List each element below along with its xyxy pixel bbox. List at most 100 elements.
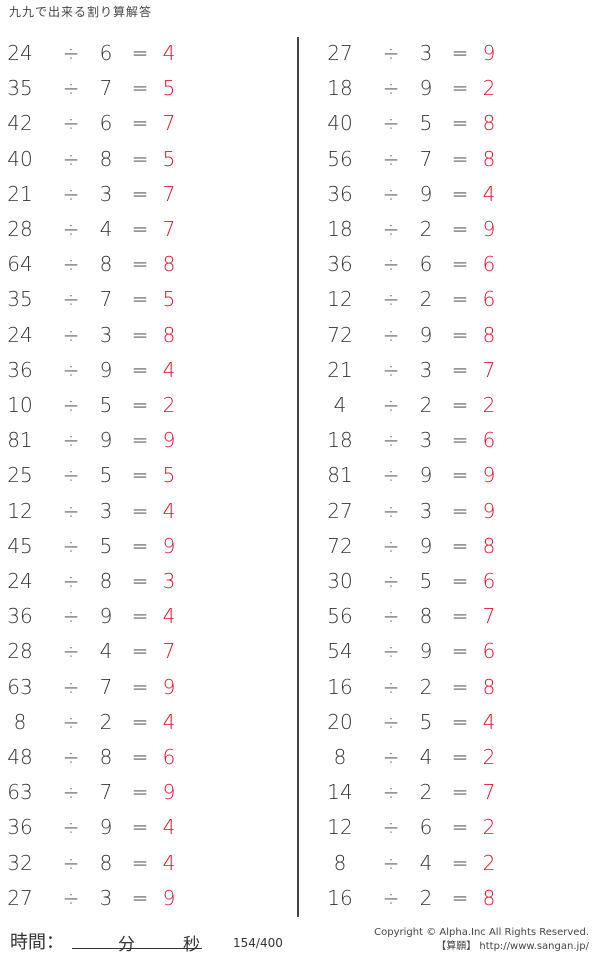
divide-sign: ÷ [62, 463, 80, 488]
answer: 2 [162, 393, 176, 417]
divisor: 2 [419, 885, 433, 910]
problem-row: 81 ÷ 9 = 9 [7, 423, 210, 458]
equals-sign: = [131, 885, 149, 910]
divide-sign: ÷ [382, 850, 400, 875]
answer: 8 [162, 322, 176, 347]
divide-sign: ÷ [382, 639, 400, 664]
dividend: 28 [7, 217, 33, 241]
answer: 3 [162, 569, 176, 593]
problem-row: 12 ÷ 2 = 6 [327, 282, 530, 317]
dividend: 28 [7, 639, 33, 664]
divisor: 3 [419, 357, 433, 382]
answer: 4 [482, 181, 496, 206]
divide-sign: ÷ [382, 393, 400, 417]
divide-sign: ÷ [62, 745, 80, 769]
answer: 6 [482, 252, 496, 277]
divide-sign: ÷ [382, 498, 400, 523]
equals-sign: = [131, 428, 149, 453]
problem-row: 8 ÷ 4 = 2 [330, 740, 530, 775]
problem-row: 32 ÷ 8 = 4 [7, 846, 210, 881]
divide-sign: ÷ [62, 639, 80, 664]
dividend: 30 [327, 569, 353, 593]
dividend: 12 [327, 815, 353, 840]
answer: 2 [482, 393, 496, 417]
divide-sign: ÷ [62, 885, 80, 910]
equals-sign: = [451, 815, 469, 840]
answer: 8 [482, 533, 496, 558]
answer: 9 [162, 533, 176, 558]
divide-sign: ÷ [62, 674, 80, 699]
problem-row: 36 ÷ 6 = 6 [327, 247, 530, 282]
answer: 9 [482, 217, 496, 241]
problem-row: 4 ÷ 2 = 2 [330, 388, 530, 423]
dividend: 81 [327, 463, 353, 488]
answer: 4 [162, 41, 176, 65]
equals-sign: = [131, 533, 149, 558]
divisor: 5 [99, 463, 113, 488]
equals-sign: = [131, 41, 149, 65]
answer: 8 [482, 674, 496, 699]
answer: 4 [162, 498, 176, 523]
problem-row: 64 ÷ 8 = 8 [7, 247, 210, 282]
equals-sign: = [131, 181, 149, 206]
equals-sign: = [451, 674, 469, 699]
answer: 7 [162, 111, 176, 136]
divisor: 2 [419, 780, 433, 805]
dividend: 40 [327, 111, 353, 136]
dividend: 21 [327, 357, 353, 382]
divide-sign: ÷ [62, 533, 80, 558]
equals-sign: = [451, 76, 469, 101]
dividend: 24 [7, 569, 33, 593]
equals-sign: = [131, 287, 149, 312]
dividend: 42 [7, 111, 33, 136]
divisor: 5 [99, 533, 113, 558]
problem-row: 27 ÷ 3 = 9 [327, 494, 530, 529]
divide-sign: ÷ [382, 41, 400, 65]
dividend: 63 [7, 780, 33, 805]
equals-sign: = [131, 639, 149, 664]
problem-row: 63 ÷ 7 = 9 [7, 775, 210, 810]
problem-row: 45 ÷ 5 = 9 [7, 529, 210, 564]
answer: 4 [162, 709, 176, 734]
equals-sign: = [451, 146, 469, 171]
dividend: 8 [13, 709, 27, 734]
problem-row: 72 ÷ 9 = 8 [327, 318, 530, 353]
divide-sign: ÷ [382, 745, 400, 769]
divisor: 7 [99, 674, 113, 699]
divisor: 5 [99, 393, 113, 417]
equals-sign: = [451, 393, 469, 417]
divisor: 9 [99, 604, 113, 629]
time-answer-line [72, 948, 202, 949]
divisor: 8 [99, 569, 113, 593]
problem-row: 16 ÷ 2 = 8 [327, 670, 530, 705]
dividend: 10 [7, 393, 33, 417]
divisor: 9 [99, 815, 113, 840]
equals-sign: = [131, 393, 149, 417]
divisor: 3 [99, 498, 113, 523]
answer: 9 [162, 780, 176, 805]
equals-sign: = [451, 41, 469, 65]
divisor: 3 [419, 428, 433, 453]
dividend: 32 [7, 850, 33, 875]
divisor: 3 [99, 885, 113, 910]
site-link[interactable]: 【算願】 http://www.sangan.jp/ [436, 941, 589, 952]
divisor: 8 [99, 745, 113, 769]
problem-row: 21 ÷ 3 = 7 [7, 177, 210, 212]
equals-sign: = [451, 850, 469, 875]
answer: 9 [162, 885, 176, 910]
equals-sign: = [131, 357, 149, 382]
seconds-label: 秒 [183, 935, 200, 955]
problem-row: 30 ÷ 5 = 6 [327, 564, 530, 599]
divisor: 8 [99, 146, 113, 171]
divide-sign: ÷ [62, 850, 80, 875]
dividend: 18 [327, 76, 353, 101]
problem-row: 35 ÷ 7 = 5 [7, 71, 210, 106]
divisor: 7 [419, 146, 433, 171]
dividend: 27 [327, 498, 353, 523]
divisor: 8 [99, 252, 113, 277]
divide-sign: ÷ [382, 357, 400, 382]
problem-row: 25 ÷ 5 = 5 [7, 458, 210, 493]
equals-sign: = [451, 885, 469, 910]
divide-sign: ÷ [62, 322, 80, 347]
divide-sign: ÷ [382, 569, 400, 593]
